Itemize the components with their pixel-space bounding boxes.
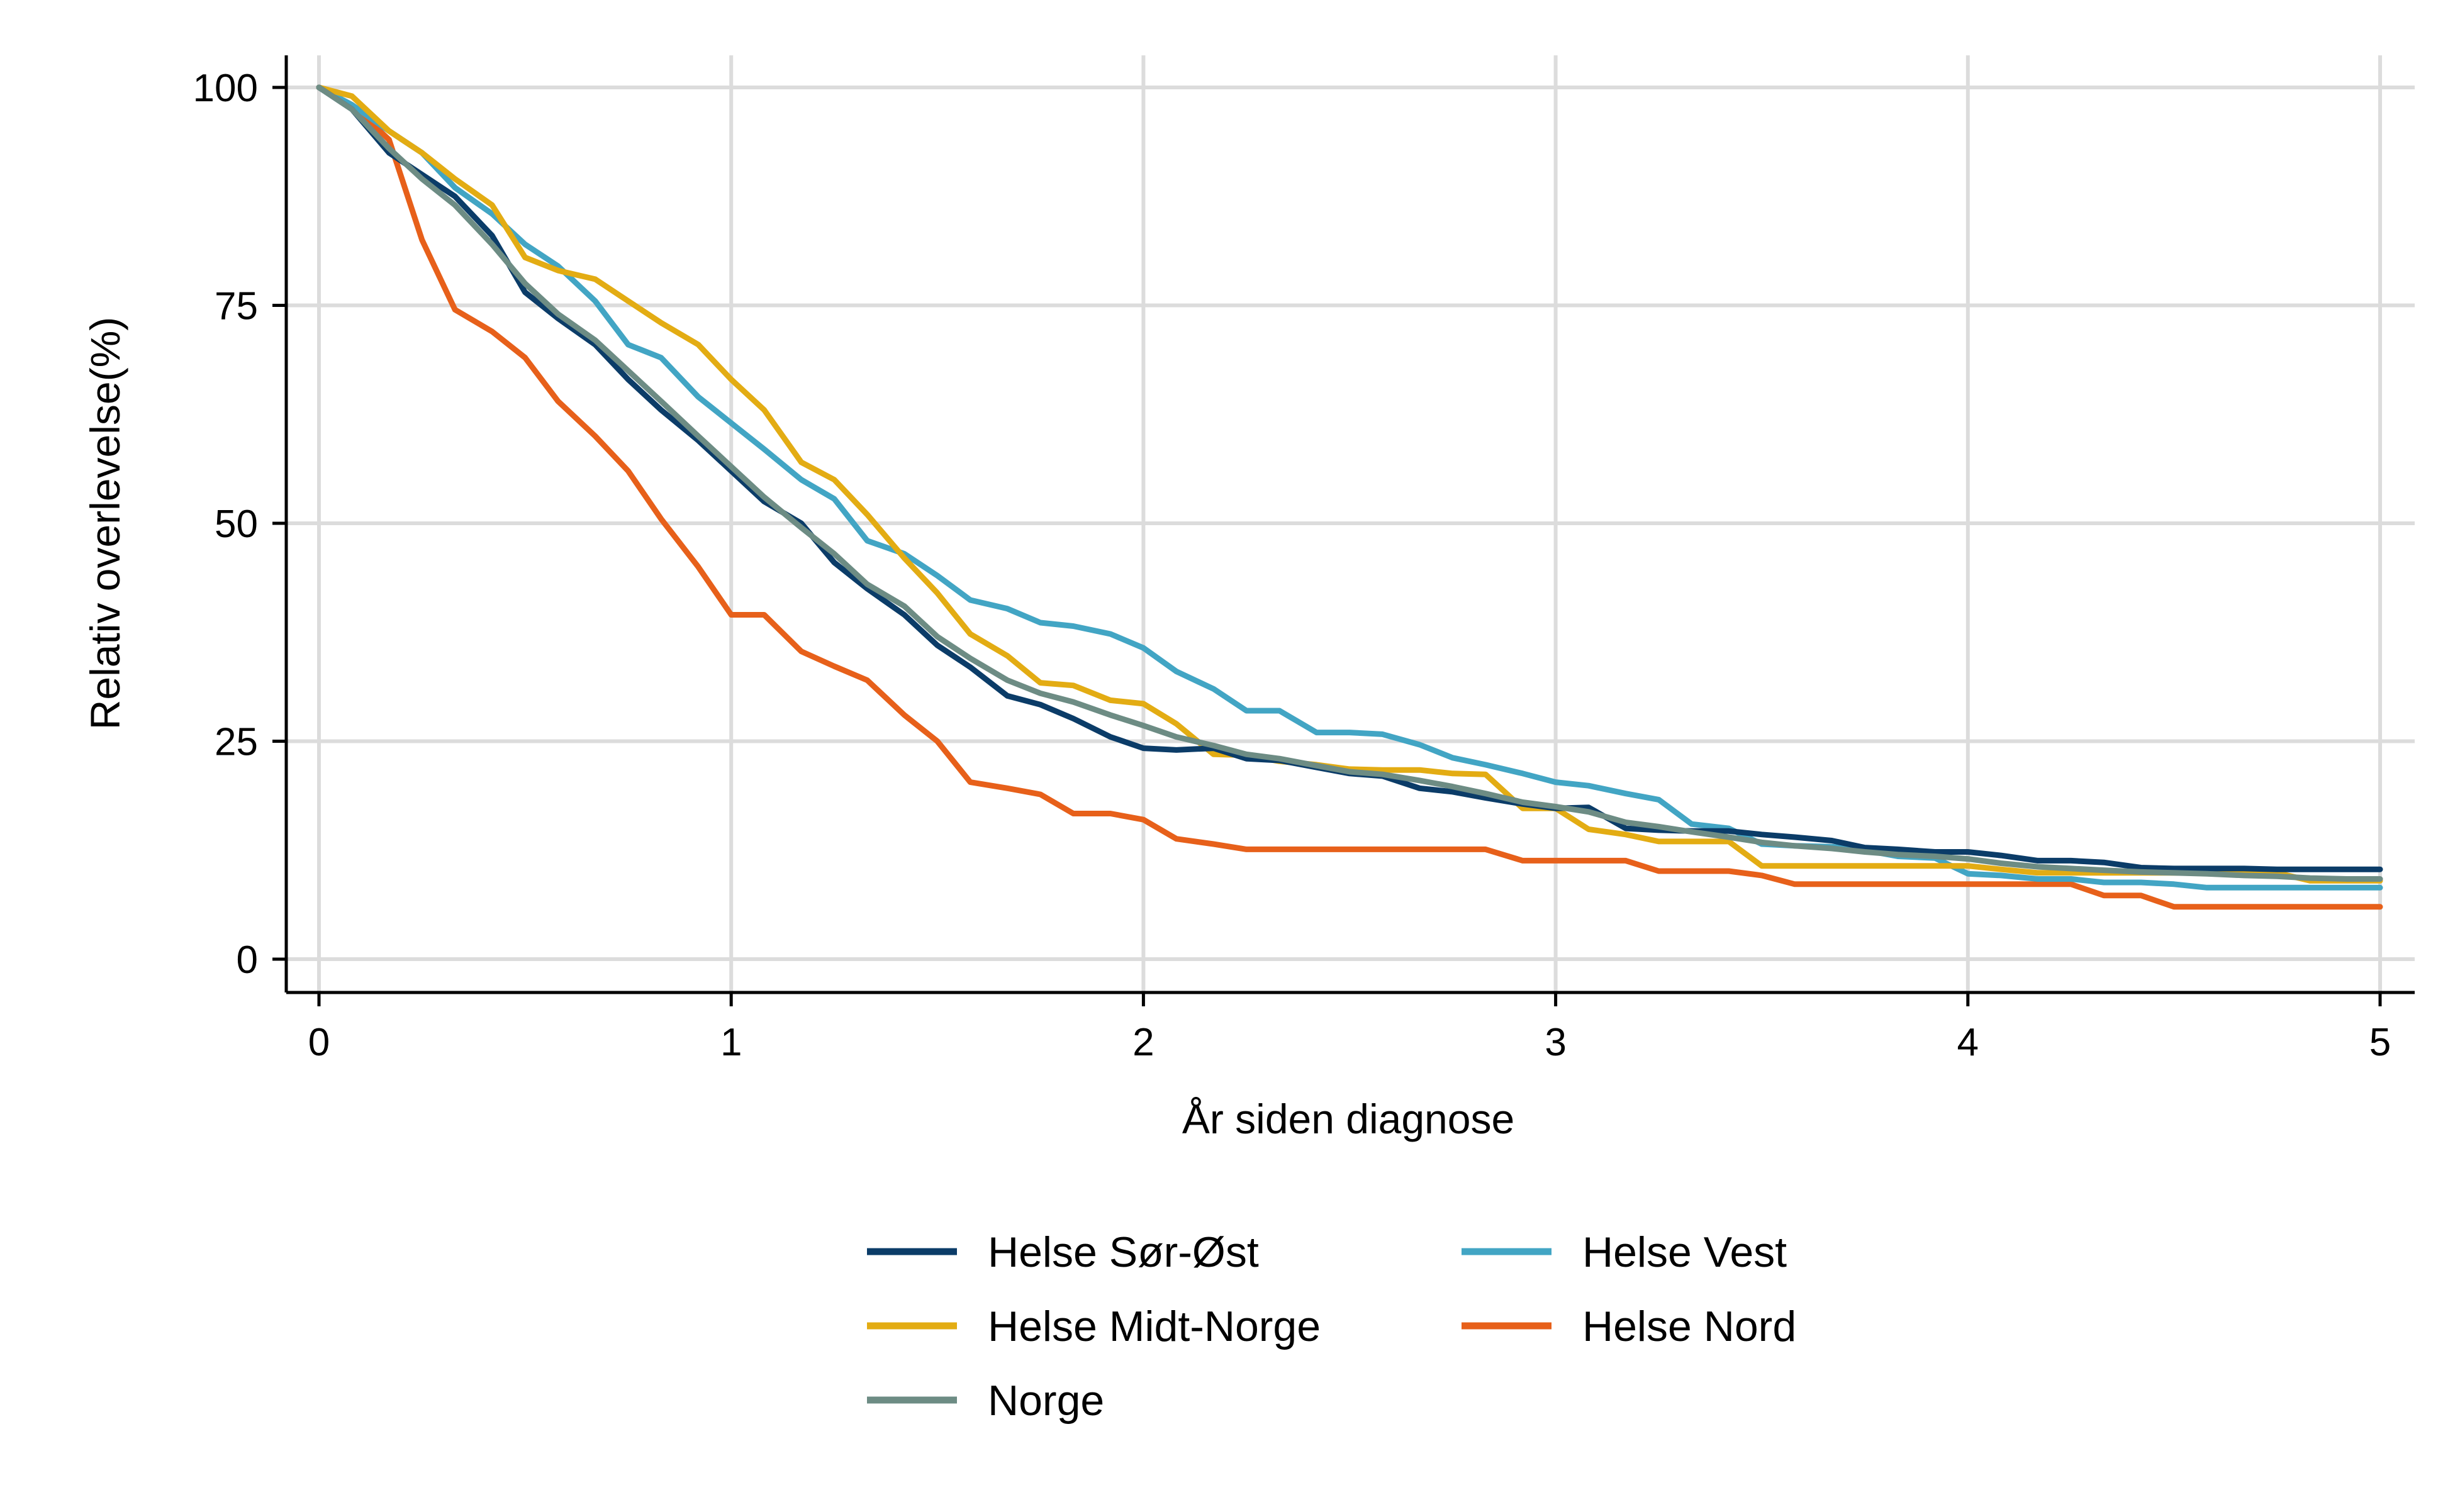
y-tick-label: 75 (215, 285, 258, 328)
y-axis-title: Relativ overlevelse(%) (82, 317, 128, 730)
x-tick-label: 0 (308, 1021, 330, 1064)
x-tick-label: 1 (720, 1021, 742, 1064)
x-tick-label: 2 (1132, 1021, 1154, 1064)
x-tick-label: 3 (1545, 1021, 1566, 1064)
legend-label-helse-sor-ost: Helse Sør-Øst (988, 1228, 1259, 1276)
y-tick-label: 25 (215, 721, 258, 764)
legend-label-helse-midt-norge: Helse Midt-Norge (988, 1303, 1321, 1350)
series-line-norge (316, 84, 2383, 882)
x-tick-label: 5 (2369, 1021, 2391, 1064)
tick-labels: 0 25 50 75 100 0 1 2 3 4 5 (193, 67, 2391, 1064)
y-tick-label: 50 (215, 503, 258, 546)
axes (272, 55, 2415, 1006)
legend: Helse Sør-Øst Helse Vest Helse Midt-Norge H… (867, 1228, 1796, 1425)
grid-lines (286, 55, 2415, 992)
legend-label-helse-vest: Helse Vest (1582, 1228, 1787, 1276)
series-line-helse-nord (316, 84, 2383, 910)
series-lines (316, 84, 2383, 910)
legend-label-norge: Norge (988, 1377, 1104, 1425)
series-line-helse-vest (316, 84, 2383, 891)
legend-label-helse-nord: Helse Nord (1582, 1303, 1796, 1350)
series-line-helse-sor-ost (316, 84, 2383, 872)
y-tick-label: 100 (193, 67, 258, 110)
x-tick-label: 4 (1957, 1021, 1979, 1064)
series-line-helse-midt-norge (316, 84, 2383, 884)
x-axis-title: År siden diagnose (1182, 1096, 1514, 1142)
y-tick-label: 0 (237, 938, 258, 982)
